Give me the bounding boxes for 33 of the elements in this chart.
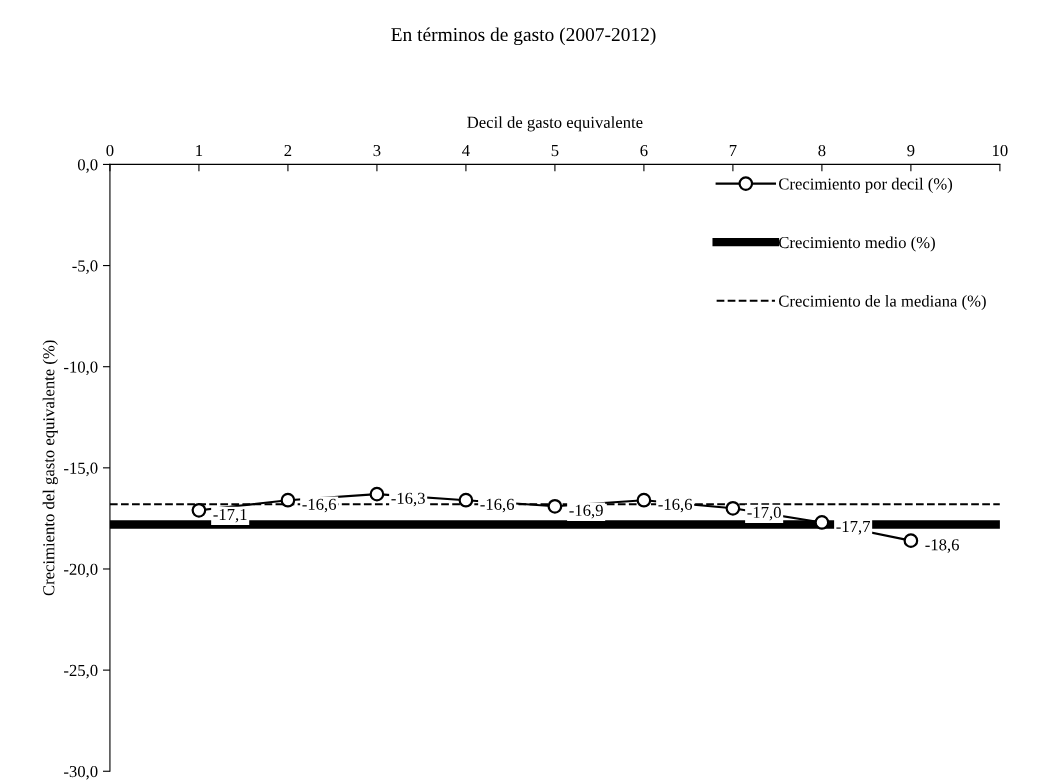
data-label: -16,9 [569,504,603,519]
chart-title: En términos de gasto (2007-2012) [391,27,656,46]
data-label: -16,6 [480,498,515,513]
x-tick-label: 1 [196,145,203,157]
data-label: -18,6 [925,539,959,553]
data-label: -16,6 [658,498,693,513]
x-tick-label: 6 [640,144,648,157]
y-tick-label: 0,0 [77,159,98,173]
legend-label: Crecimiento de la mediana (%) [778,294,986,311]
x-tick-label: 4 [462,145,470,157]
x-tick-label: 9 [907,144,915,157]
x-tick-label: 2 [284,144,292,157]
x-axis-title: Decil de gasto equivalente [467,116,643,132]
y-tick-label: -15,0 [64,462,98,477]
x-tick-label: 0 [106,144,114,157]
data-label: -17,1 [213,508,247,523]
x-tick-label: 3 [373,144,381,157]
data-label: -16,3 [391,492,425,507]
data-label: -17,0 [747,506,781,521]
y-tick-label: -10,0 [64,361,98,376]
legend-label: Crecimiento por decil (%) [778,177,953,193]
x-tick-label: 10 [993,144,1008,157]
y-tick-label: -30,0 [64,765,98,780]
data-label: -17,7 [836,521,871,535]
data-label: -16,6 [302,498,337,513]
legend-label: Crecimiento medio (%) [778,236,935,252]
x-tick-label: 5 [551,145,559,157]
x-tick-label: 8 [818,144,826,157]
y-axis-title: Crecimiento del gasto equivalente (%) [42,340,58,596]
y-tick-label: -25,0 [64,664,98,679]
y-tick-label: -5,0 [72,260,98,274]
y-tick-label: -20,0 [64,563,98,578]
x-tick-label: 7 [729,145,737,157]
